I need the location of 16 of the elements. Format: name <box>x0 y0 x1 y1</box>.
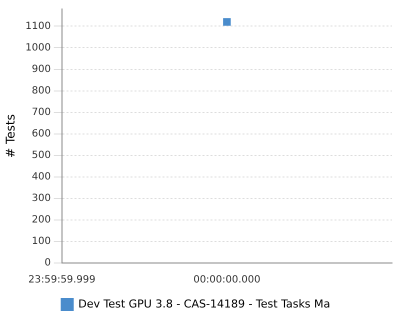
y-tick-label: 1000 <box>25 42 51 54</box>
y-tick-label: 600 <box>32 128 51 140</box>
y-axis-title: # Tests <box>3 114 18 158</box>
y-tick-label: 100 <box>32 236 51 248</box>
y-tick-label: 900 <box>32 64 51 75</box>
x-tick-label: 00:00:00.000 <box>193 274 261 286</box>
y-tick-label: 200 <box>32 214 51 226</box>
y-tick-label: 0 <box>44 258 51 269</box>
y-tick-label: 300 <box>32 193 51 204</box>
y-tick-label: 1100 <box>25 20 51 32</box>
y-tick-label: 700 <box>32 106 51 118</box>
y-tick-label: 500 <box>32 150 51 161</box>
y-tick-label: 800 <box>32 85 51 96</box>
y-tick-label: 400 <box>32 171 51 182</box>
legend-label: Dev Test GPU 3.8 - CAS-14189 - Test Tasks Ma <box>78 297 330 310</box>
x-tick-label: 23:59:59.999 <box>28 274 96 286</box>
